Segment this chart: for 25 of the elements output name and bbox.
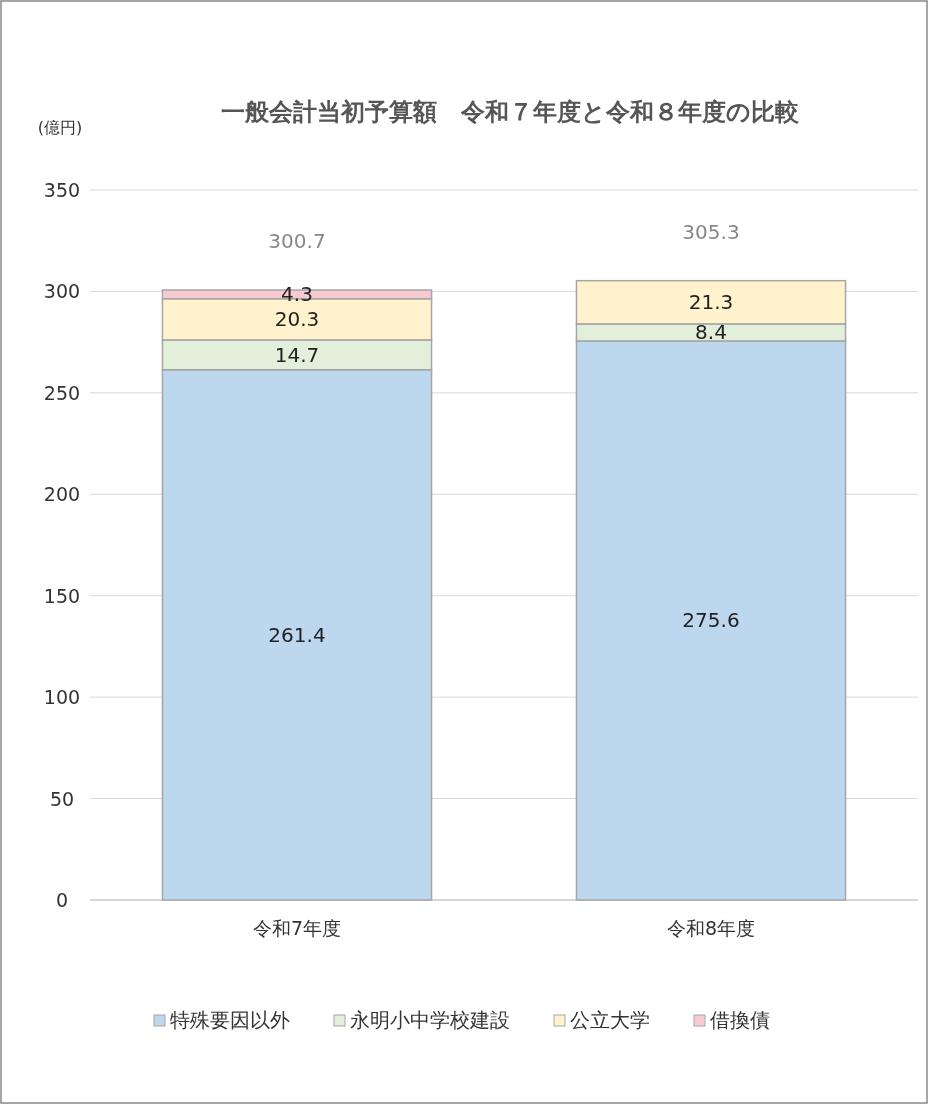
y-tick-label: 350	[43, 179, 81, 201]
legend-label: 永明小中学校建設	[350, 1008, 510, 1032]
y-tick-label: 0	[55, 889, 69, 911]
y-tick-label: 100	[43, 686, 81, 709]
y-tick-label: 200	[43, 483, 81, 506]
data-label: 14.7	[274, 342, 320, 367]
legend-label: 借換債	[710, 1008, 770, 1032]
x-tick-label: 令和7年度	[252, 917, 342, 939]
total-label: 300.7	[268, 229, 326, 254]
y-tick-label: 50	[49, 787, 75, 810]
y-tick-label: 250	[43, 381, 81, 404]
x-tick-label: 令和8年度	[666, 917, 756, 939]
data-label: 275.6	[682, 608, 740, 633]
data-label: 8.4	[695, 320, 727, 345]
y-tick-label: 300	[43, 280, 81, 303]
total-label: 305.3	[682, 219, 740, 244]
data-label: 20.3	[274, 307, 320, 332]
y-tick-label: 150	[43, 584, 81, 607]
data-label: 4.3	[281, 282, 313, 307]
y-axis-title: (億円)	[37, 118, 83, 137]
legend-label: 特殊要因以外	[170, 1008, 290, 1032]
legend-label: 公立大学	[570, 1008, 650, 1032]
data-label: 261.4	[268, 622, 326, 647]
data-label: 21.3	[688, 290, 734, 315]
chart-title: 一般会計当初予算額 令和７年度と令和８年度の比較	[221, 98, 800, 126]
